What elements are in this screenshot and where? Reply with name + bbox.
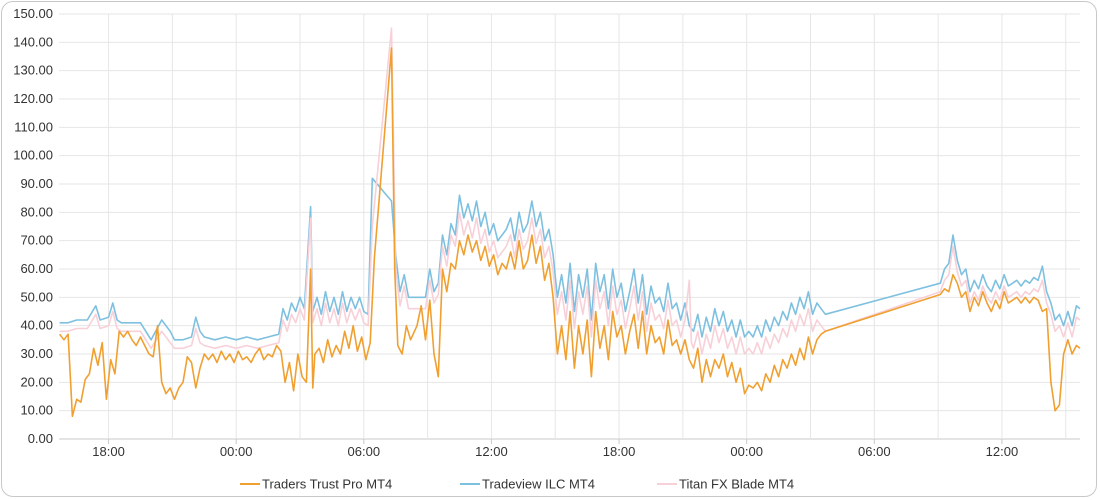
- y-tick-label: 20.00: [20, 374, 53, 389]
- y-tick-label: 10.00: [20, 403, 53, 418]
- grid-lines: [59, 13, 1080, 440]
- x-tick-label: 06:00: [858, 444, 891, 459]
- y-tick-label: 70.00: [20, 233, 53, 248]
- y-tick-label: 120.00: [13, 91, 53, 106]
- x-axis: 18:00 00:00 06:00 12:00 18:00 00:00 06:00 12:00: [92, 439, 1018, 459]
- x-tick-label: 06:00: [348, 444, 381, 459]
- y-tick-label: 150.00: [13, 6, 53, 21]
- y-tick-label: 30.00: [20, 346, 53, 361]
- series-line-2: [59, 27, 1081, 355]
- y-tick-label: 130.00: [13, 63, 53, 78]
- legend: Traders Trust Pro MT4 Tradeview ILC MT4 Ti…: [240, 477, 794, 492]
- legend-label[interactable]: Titan FX Blade MT4: [679, 477, 794, 492]
- series-lines: [58, 27, 1081, 418]
- x-tick-label: 12:00: [986, 444, 1019, 459]
- x-tick-label: 12:00: [475, 444, 508, 459]
- series-line-1: [59, 177, 1081, 341]
- y-tick-label: 140.00: [13, 34, 53, 49]
- legend-label[interactable]: Traders Trust Pro MT4: [262, 477, 392, 492]
- y-tick-label: 60.00: [20, 261, 53, 276]
- series-line-0: [58, 47, 1081, 418]
- y-tick-label: 80.00: [20, 204, 53, 219]
- y-axis: 0.00 10.00 20.00 30.00 40.00 50.00 60.00 70.00 8…: [13, 6, 53, 446]
- legend-label[interactable]: Tradeview ILC MT4: [482, 477, 595, 492]
- y-tick-label: 100.00: [13, 148, 53, 163]
- x-tick-label: 00:00: [730, 444, 763, 459]
- y-tick-label: 40.00: [20, 318, 53, 333]
- x-tick-label: 18:00: [92, 444, 125, 459]
- y-tick-label: 50.00: [20, 289, 53, 304]
- y-tick-label: 90.00: [20, 176, 53, 191]
- y-tick-label: 110.00: [14, 119, 53, 134]
- x-tick-label: 18:00: [603, 444, 636, 459]
- y-tick-label: 0.00: [28, 431, 53, 446]
- x-tick-label: 00:00: [220, 444, 253, 459]
